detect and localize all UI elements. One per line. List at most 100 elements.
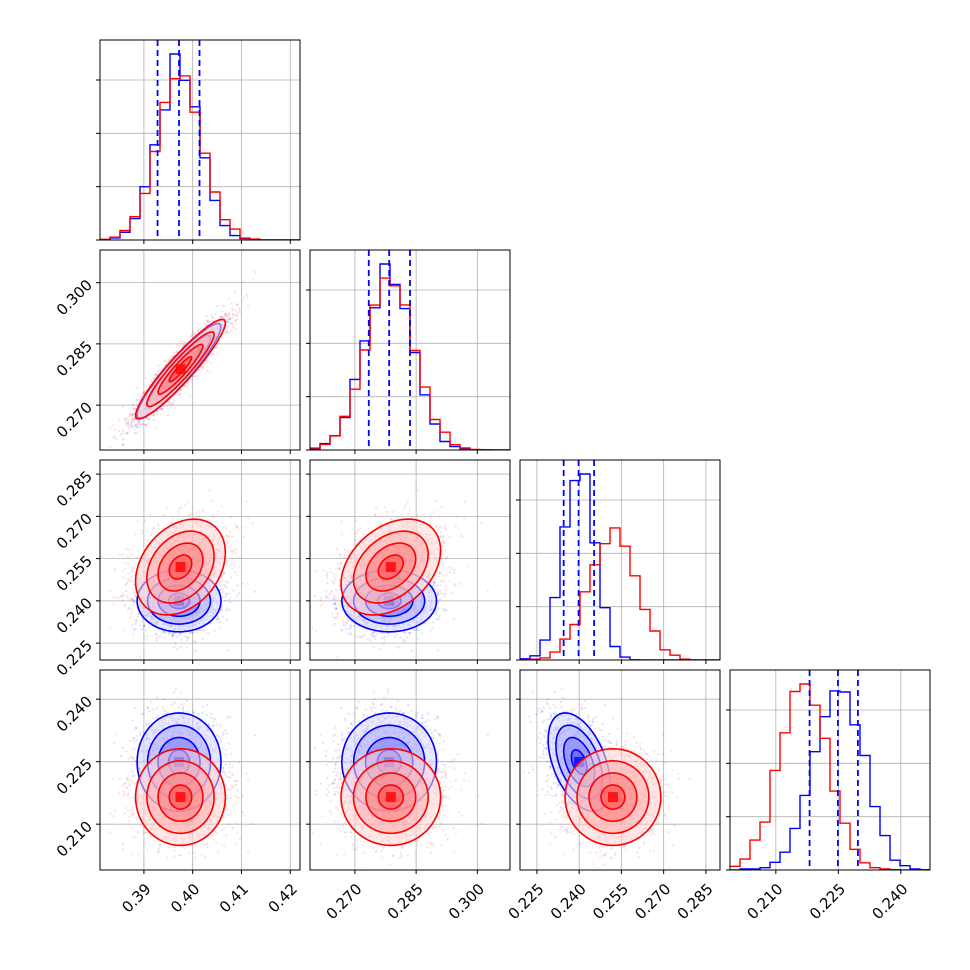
sample-point — [232, 326, 235, 329]
sample-point — [197, 374, 200, 377]
sample-point — [216, 352, 219, 355]
sample-point — [146, 635, 149, 638]
scatter-panel-p1-p3 — [96, 459, 301, 664]
sample-point — [124, 583, 127, 586]
sample-point — [203, 364, 206, 367]
sample-point — [197, 330, 200, 333]
sample-point — [161, 630, 164, 633]
sample-point — [176, 343, 179, 346]
sample-point — [173, 399, 176, 402]
sample-point — [213, 629, 216, 632]
sample-point — [228, 592, 231, 596]
sample-point — [146, 418, 150, 421]
axis-frame — [99, 39, 301, 241]
sample-point — [221, 605, 224, 608]
sample-point — [229, 600, 232, 603]
sample-point — [228, 312, 231, 315]
sample-point — [157, 364, 160, 367]
sample-point — [208, 371, 212, 374]
histogram-panel-p1 — [96, 39, 301, 244]
sample-point — [204, 362, 207, 365]
sample-point — [205, 315, 208, 318]
sample-point — [186, 636, 189, 639]
sample-point — [192, 632, 195, 635]
sample-point — [136, 398, 139, 401]
sample-point — [164, 363, 167, 366]
sample-point — [125, 424, 128, 428]
sample-point — [152, 377, 155, 380]
sample-point — [134, 628, 137, 632]
sample-point — [194, 375, 197, 378]
sample-point — [189, 335, 192, 338]
scatter-panel-p1-p2 — [96, 249, 301, 454]
sample-point — [207, 360, 210, 363]
sample-point — [245, 293, 248, 297]
sample-point — [225, 618, 228, 621]
sample-point — [173, 646, 176, 649]
sample-point — [231, 316, 234, 319]
sample-point — [246, 304, 250, 307]
sample-point — [128, 426, 131, 429]
sample-point — [236, 315, 239, 318]
sample-point — [219, 608, 222, 612]
sample-point — [227, 314, 230, 317]
sample-point — [231, 307, 234, 310]
sample-point — [226, 316, 229, 319]
sample-point — [159, 634, 162, 638]
sample-point — [190, 378, 193, 381]
sample-point — [224, 599, 227, 602]
sample-point — [115, 437, 118, 440]
sample-point — [196, 631, 199, 634]
sample-point — [141, 393, 144, 396]
sample-point — [121, 405, 124, 408]
sample-point — [216, 618, 219, 621]
sample-point — [238, 311, 242, 314]
sample-point — [114, 428, 117, 431]
sample-point — [145, 417, 148, 420]
sample-point — [178, 345, 182, 348]
sample-point — [171, 633, 174, 636]
sample-point — [238, 309, 241, 312]
sample-point — [136, 423, 139, 426]
sample-point — [236, 303, 239, 306]
sample-point — [115, 596, 118, 599]
sample-point — [174, 642, 177, 645]
sample-point — [236, 312, 239, 315]
sample-point — [193, 332, 196, 335]
sample-point — [234, 309, 237, 312]
sample-point — [142, 391, 145, 394]
sample-point — [139, 395, 142, 398]
sample-point — [127, 607, 130, 610]
sample-point — [224, 318, 227, 321]
sample-point — [185, 386, 189, 389]
sample-point — [246, 294, 250, 297]
sample-point — [133, 428, 136, 431]
sample-point — [201, 638, 204, 641]
sample-point — [153, 418, 156, 421]
sample-point — [112, 436, 115, 439]
sample-point — [225, 320, 228, 323]
sample-point — [144, 424, 147, 427]
sample-point — [229, 322, 232, 325]
sample-point — [171, 635, 174, 638]
sample-point — [134, 432, 137, 435]
sample-point — [127, 420, 130, 423]
sample-point — [141, 423, 144, 426]
sample-point — [232, 313, 235, 316]
sample-point — [231, 313, 235, 316]
sample-point — [172, 401, 175, 404]
sample-point — [226, 581, 229, 584]
sample-point — [134, 594, 137, 598]
sample-point — [120, 595, 123, 598]
sample-point — [179, 339, 182, 342]
sample-point — [179, 388, 182, 391]
sample-point — [139, 423, 142, 426]
sample-point — [227, 297, 231, 300]
sample-point — [229, 318, 232, 321]
sample-point — [140, 620, 143, 623]
sample-point — [206, 320, 209, 323]
sample-point — [109, 446, 112, 449]
sample-point — [129, 616, 132, 619]
sample-point — [122, 442, 125, 446]
sample-point — [227, 649, 230, 652]
